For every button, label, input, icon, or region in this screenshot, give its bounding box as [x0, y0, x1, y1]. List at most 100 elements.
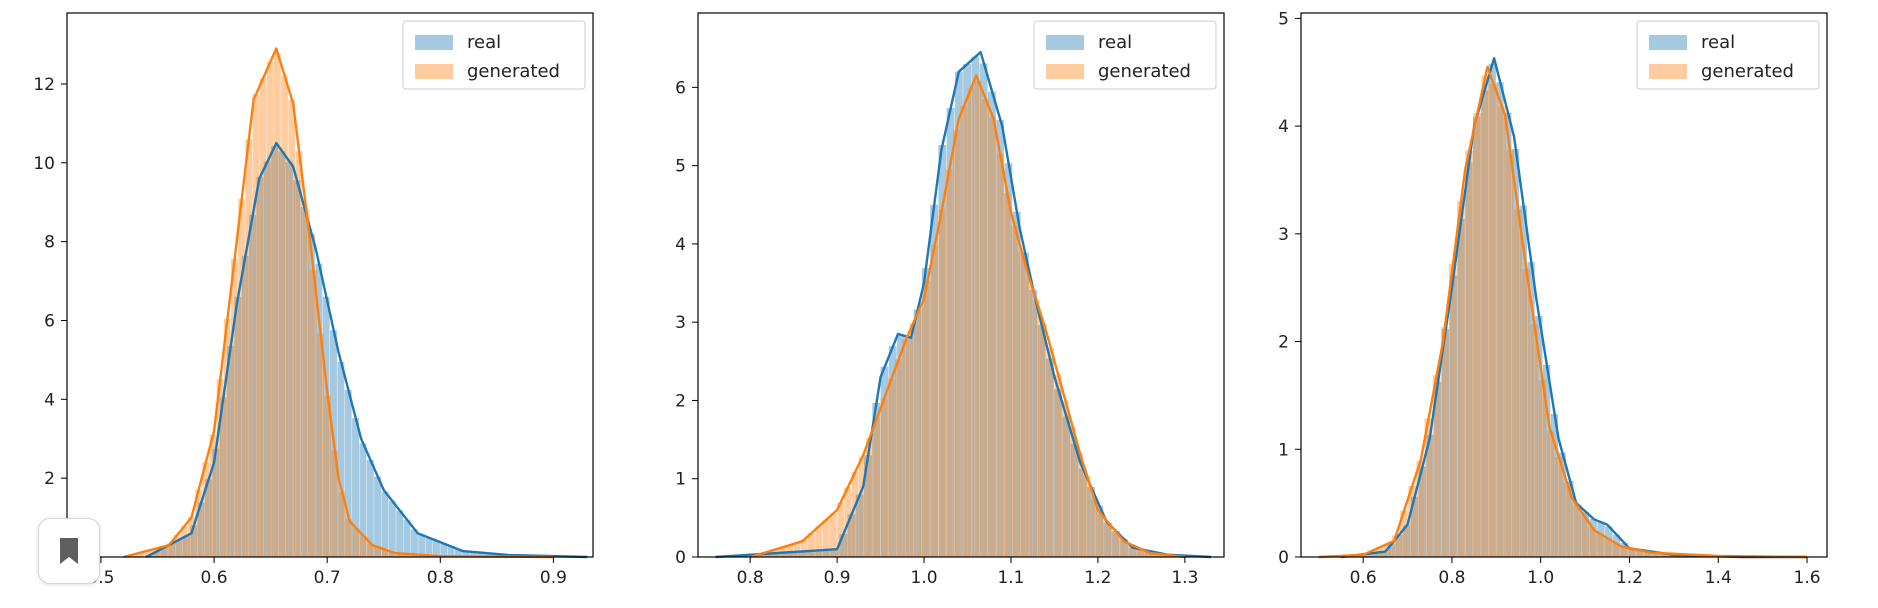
- kde-line-generated: [1318, 65, 1808, 559]
- histogram-bar: [1155, 554, 1163, 557]
- y-tick-label: 3: [675, 313, 686, 333]
- histogram-bar: [331, 450, 339, 557]
- histogram-bar: [137, 552, 145, 557]
- histogram-bar: [130, 554, 138, 557]
- axes-frame: [66, 12, 594, 558]
- bookmark-button[interactable]: [38, 518, 100, 584]
- histogram-bar: [344, 389, 352, 557]
- histogram-bar: [1083, 475, 1091, 557]
- histogram-bar: [1522, 268, 1530, 557]
- histogram-bar: [987, 91, 996, 558]
- histogram-bar: [259, 77, 267, 557]
- histogram-bar: [288, 99, 296, 557]
- histogram-bar: [256, 176, 264, 557]
- histogram-bar: [1003, 193, 1011, 557]
- legend-box: [1033, 20, 1217, 90]
- y-tick-label: 3: [1278, 225, 1289, 245]
- histogram-bar: [815, 526, 823, 557]
- histogram-bar: [160, 547, 168, 557]
- histogram-bar: [897, 334, 905, 557]
- x-tick-label: 0.6: [1350, 568, 1377, 588]
- histogram-bar: [1087, 487, 1095, 557]
- histogram-bar: [1126, 544, 1134, 557]
- x-tick-label: 0.8: [737, 568, 764, 588]
- histogram-bar: [858, 456, 866, 557]
- histogram-bar: [1418, 466, 1426, 557]
- legend-label-real: real: [1098, 32, 1132, 53]
- histogram-bar: [345, 519, 353, 557]
- histogram-bar: [337, 361, 345, 557]
- histogram-bar: [873, 418, 881, 557]
- histogram-bar: [1090, 498, 1098, 557]
- histogram-bar: [432, 540, 440, 557]
- histogram-bar: [388, 552, 396, 557]
- histogram-bar: [447, 546, 455, 557]
- histogram-bar: [352, 418, 360, 557]
- histogram-bar: [1573, 504, 1582, 557]
- histogram-bar: [1566, 480, 1574, 557]
- histogram-bar: [806, 550, 815, 557]
- histogram-bar: [1037, 325, 1046, 557]
- y-tick-label: 2: [44, 469, 55, 489]
- histogram-bar: [1120, 539, 1128, 557]
- x-tick-label: 0.8: [427, 568, 454, 588]
- histogram-bar: [175, 539, 183, 557]
- histogram-bar: [1644, 551, 1653, 557]
- histogram-bar: [159, 546, 167, 557]
- legend-swatch-real: [1046, 35, 1084, 50]
- histogram-bar: [800, 539, 808, 557]
- legend: real generated: [402, 20, 586, 90]
- x-tick-label: 1.3: [1171, 568, 1198, 588]
- legend-swatch-generated: [1046, 64, 1084, 79]
- histogram-bar: [374, 476, 382, 557]
- histogram-bar: [1603, 538, 1612, 557]
- x-tick-label: 0.7: [314, 568, 341, 588]
- histogram-bar: [1364, 553, 1372, 557]
- x-tick-label: 0.9: [824, 568, 851, 588]
- histogram-bar: [905, 337, 914, 557]
- y-tick-label: 5: [1278, 9, 1289, 29]
- histogram-bar: [367, 543, 374, 557]
- histogram-bar: [902, 339, 910, 557]
- histogram-bar: [1659, 553, 1667, 557]
- histogram-bar: [1440, 327, 1449, 557]
- histogram-bar: [1010, 225, 1018, 557]
- histogram-bar: [1619, 546, 1628, 557]
- histogram-bar: [274, 52, 281, 557]
- histogram-bar: [1465, 162, 1473, 558]
- subplot-3: 0.6 0.8 1.0 1.2 1.4 1.6 0 1 2 3 4 5 real generated: [1278, 9, 1828, 588]
- histogram-bar: [814, 550, 823, 557]
- y-tick-label: 4: [675, 235, 686, 255]
- histogram-bar: [1039, 323, 1047, 557]
- histogram-bar: [1643, 551, 1652, 557]
- y-tick-label: 1: [1278, 440, 1289, 460]
- bookmark-icon: [60, 538, 78, 564]
- histogram-bar: [1636, 549, 1644, 557]
- histogram-bar: [887, 378, 895, 557]
- legend-label-real: real: [1701, 32, 1735, 53]
- histogram-bar: [1403, 525, 1411, 557]
- histogram-bar: [967, 88, 975, 558]
- histogram-bar: [205, 479, 212, 557]
- histogram-bar: [1562, 482, 1571, 557]
- histogram-bar: [1667, 554, 1675, 557]
- histogram-bar: [1148, 553, 1156, 557]
- histogram-bar: [1105, 523, 1113, 557]
- histogram-bar: [195, 489, 202, 557]
- histogram-bar: [454, 549, 462, 557]
- histogram-bar: [1379, 551, 1388, 557]
- histogram-bar: [1473, 116, 1481, 557]
- histogram-bar: [1530, 324, 1539, 557]
- histogram-bar: [996, 153, 1004, 557]
- histogram-bar: [808, 532, 815, 557]
- histogram-real: [715, 56, 1211, 558]
- histogram-bar: [1141, 550, 1149, 557]
- histogram-bar: [996, 119, 1005, 558]
- histogram-bar: [1457, 219, 1465, 557]
- legend-box: [402, 20, 586, 90]
- histogram-bar: [872, 402, 881, 557]
- histogram-bar: [1434, 381, 1442, 557]
- histogram-bar: [252, 94, 260, 557]
- legend: real generated: [1033, 20, 1217, 90]
